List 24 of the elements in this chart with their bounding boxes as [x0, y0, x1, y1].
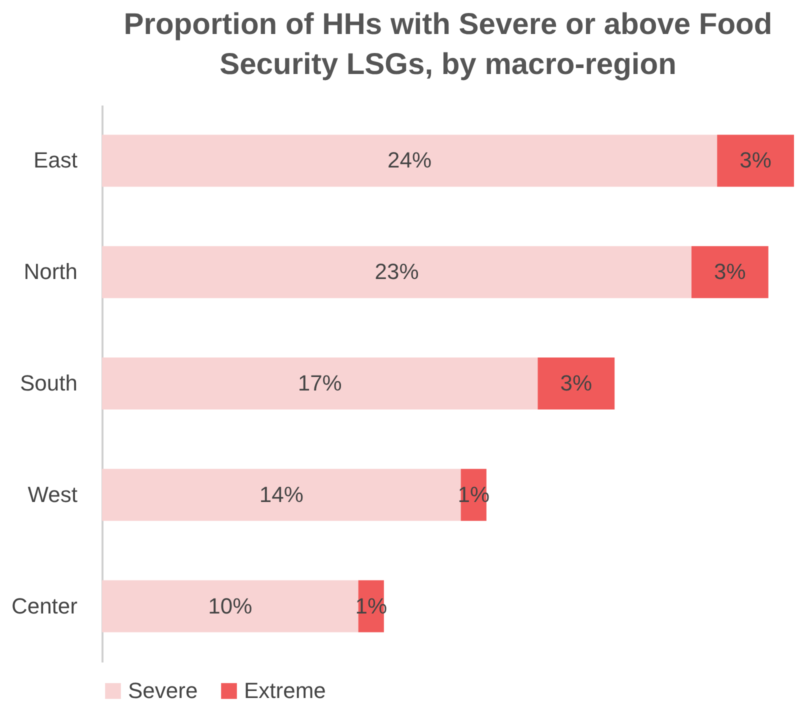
bar	[538, 358, 615, 410]
legend-label: Extreme	[244, 678, 326, 703]
bar	[717, 134, 794, 187]
bar	[102, 468, 461, 521]
data-label: 3%	[560, 370, 592, 396]
y-tick-label: West	[28, 482, 78, 507]
y-tick-label: North	[24, 259, 78, 284]
legend-label: Severe	[128, 678, 198, 703]
data-label: 10%	[208, 593, 252, 618]
data-label: 14%	[259, 482, 304, 507]
chart-title: Proportion of HHs with Severe or above Food Security LSGs, by macro-region	[124, 8, 772, 81]
data-label: 23%	[374, 259, 419, 284]
y-tick-label: Center	[11, 593, 78, 618]
data-label: 3%	[740, 148, 772, 173]
y-tick-label: South	[20, 370, 78, 396]
bar	[102, 134, 718, 187]
data-label: 17%	[298, 370, 342, 396]
y-tick-label: East	[33, 148, 78, 173]
data-label: 3%	[714, 259, 746, 284]
bar	[691, 246, 768, 298]
data-label: 24%	[388, 148, 432, 173]
bar	[102, 246, 692, 298]
bar	[102, 580, 358, 632]
bar	[102, 358, 538, 410]
